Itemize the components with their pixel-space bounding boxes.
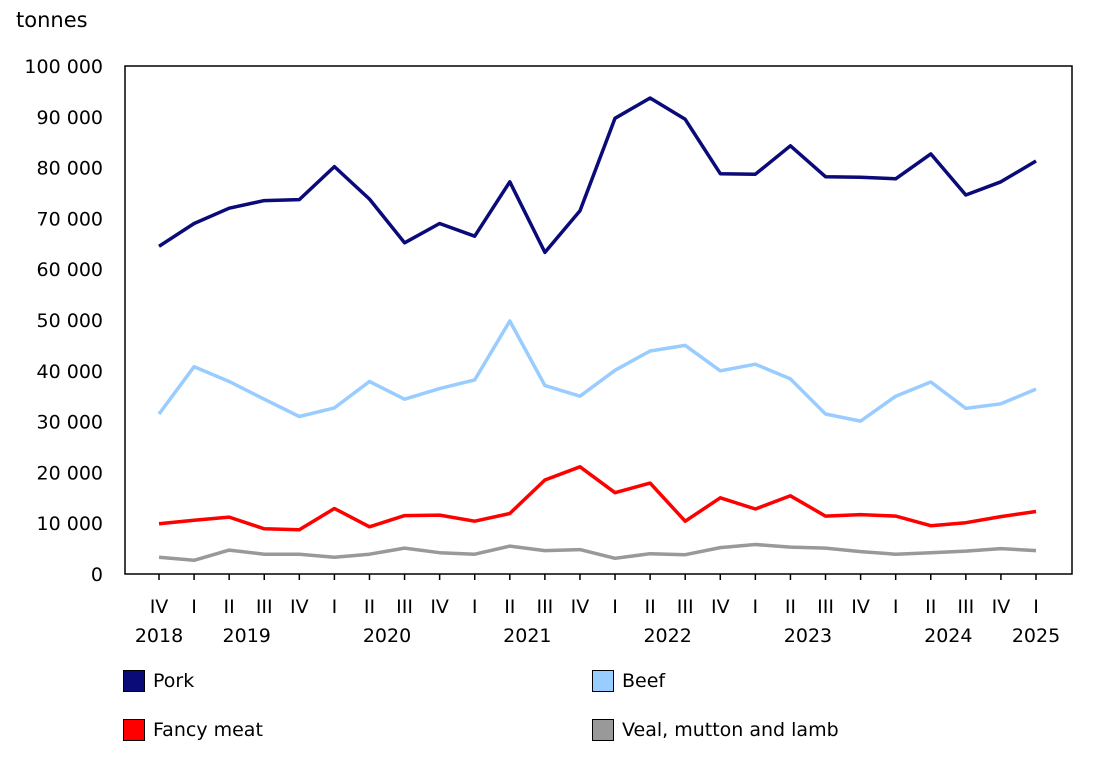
x-tick-label: I [191,596,197,618]
x-year-label: 2019 [223,625,271,647]
legend-item-beef: Beef [592,670,665,692]
legend-label: Veal, mutton and lamb [622,719,839,741]
x-tick-label: IV [992,596,1011,618]
x-tick-label: IV [851,596,870,618]
x-tick-label: I [1033,596,1039,618]
y-tick-label: 100 000 [24,56,103,78]
legend-item-fancy-meat: Fancy meat [123,719,263,741]
x-tick-label: II [364,596,375,618]
x-tick-label: II [504,596,515,618]
y-tick-label: 10 000 [37,513,103,535]
y-tick-label: 50 000 [37,310,103,332]
legend-swatch-veal [592,719,614,741]
x-tick-label: II [224,596,235,618]
x-tick-label: II [785,596,796,618]
x-year-label: 2018 [135,625,183,647]
x-tick-label: III [817,596,834,618]
y-tick-label: 0 [91,564,103,586]
y-tick-label: 20 000 [37,462,103,484]
x-tick-label: I [332,596,338,618]
legend-label: Pork [153,670,195,692]
x-tick-label: IV [150,596,169,618]
x-tick-label: II [645,596,656,618]
x-tick-label: I [753,596,759,618]
x-tick-label: I [893,596,899,618]
x-tick-label: I [472,596,478,618]
x-year-label: 2023 [784,625,832,647]
x-tick-label: III [677,596,694,618]
x-tick-label: III [256,596,273,618]
legend-label: Fancy meat [153,719,263,741]
legend-swatch-fancy-meat [123,719,145,741]
x-tick-label: IV [290,596,309,618]
x-year-label: 2024 [924,625,972,647]
series-line-beef [157,319,1037,423]
y-tick-label: 60 000 [37,259,103,281]
x-year-label: 2020 [363,625,411,647]
legend-swatch-beef [592,670,614,692]
y-tick-label: 90 000 [37,107,103,129]
x-tick-label: IV [430,596,449,618]
y-tick-label: 40 000 [37,361,103,383]
series-line-fancy-meat [158,465,1037,532]
x-tick-label: II [925,596,936,618]
series-line-pork [158,96,1037,255]
legend-label: Beef [622,670,666,692]
x-year-label: 2022 [643,625,691,647]
y-tick-label: 80 000 [37,158,103,180]
x-tick-label: III [536,596,553,618]
plot-frame [124,65,1073,575]
x-tick-label: III [957,596,974,618]
legend-item-pork: Pork [123,670,194,692]
y-axis-label: tonnes [16,8,88,32]
x-tick-label: I [612,596,618,618]
series-line-veal-mutton-and-lamb [158,542,1037,563]
line-chart: tonnes 0 10 000 20 000 30 000 40 000 50 000 60 … [16,8,1073,647]
x-year-label: 2025 [1012,625,1060,647]
x-tick-label: III [396,596,413,618]
y-tick-label: 30 000 [37,412,103,434]
legend-swatch-pork [123,670,145,692]
x-tick-label: IV [571,596,590,618]
x-year-label: 2021 [503,625,551,647]
x-tick-label: IV [711,596,730,618]
y-tick-label: 70 000 [37,208,103,230]
legend-item-veal: Veal, mutton and lamb [592,719,839,741]
